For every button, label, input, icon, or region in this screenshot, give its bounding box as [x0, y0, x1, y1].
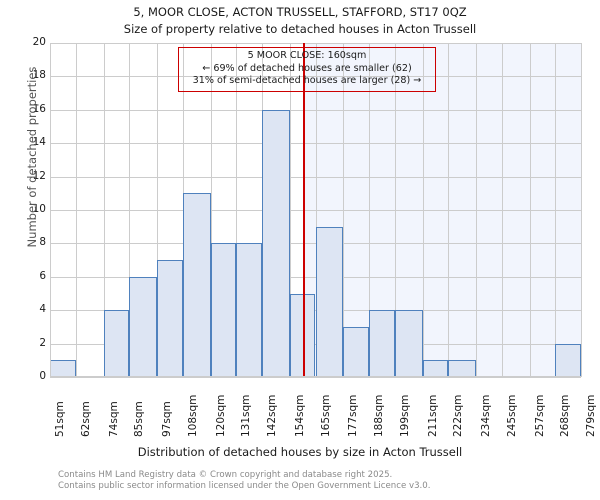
x-axis-tick-label: 245sqm	[505, 394, 518, 437]
x-axis-tick-label: 142sqm	[265, 394, 278, 437]
x-axis-tick-label: 234sqm	[480, 394, 493, 437]
annotation-line-2: ← 69% of detached houses are smaller (62…	[202, 62, 412, 74]
gridline-vertical	[157, 43, 159, 377]
gridline-vertical	[103, 43, 105, 377]
x-axis-tick-label: 154sqm	[293, 394, 306, 437]
gridline-vertical	[448, 43, 450, 377]
gridline-vertical	[210, 43, 212, 377]
x-axis-tick-label: 279sqm	[585, 394, 597, 437]
gridline-vertical	[236, 43, 238, 377]
histogram-bar	[182, 193, 211, 377]
chart-subtitle: Size of property relative to detached ho…	[123, 22, 477, 36]
histogram-bar	[50, 360, 76, 377]
x-axis-tick-label: 199sqm	[398, 394, 411, 437]
plot-area	[50, 43, 582, 378]
x-axis-tick-label: 222sqm	[452, 394, 465, 437]
histogram-bar	[555, 343, 581, 377]
gridline-horizontal	[50, 377, 581, 378]
x-axis-tick-label: 74sqm	[107, 401, 120, 437]
x-axis-tick-label: 211sqm	[426, 394, 439, 437]
property-marker-line	[302, 43, 305, 377]
x-axis-tick-label: 188sqm	[373, 394, 386, 437]
histogram-bar	[315, 226, 344, 377]
gridline-vertical	[422, 43, 424, 377]
gridline-vertical	[315, 43, 317, 377]
x-axis-tick-label: 97sqm	[161, 401, 174, 437]
gridline-vertical	[529, 43, 531, 377]
gridline-vertical	[289, 43, 291, 377]
x-axis-tick-label: 108sqm	[186, 394, 199, 437]
y-axis-tick-label: 10	[32, 203, 46, 215]
histogram-bar	[261, 109, 290, 377]
footer-line-2: Contains public sector information licen…	[58, 481, 431, 491]
x-axis-tick-label: 51sqm	[54, 401, 66, 437]
x-axis-tick-labels: 51sqm 62sqm 74sqm 85sqm 97sqm 108sqm 120sqm 131…	[50, 382, 597, 442]
attribution-footer: Contains HM Land Registry data © Crown c…	[58, 470, 598, 492]
gridline-vertical	[581, 43, 582, 377]
histogram-bar	[103, 310, 130, 377]
footer-line-1: Contains HM Land Registry data © Crown c…	[58, 470, 393, 480]
x-axis-tick-label: 257sqm	[533, 394, 546, 437]
histogram-bar	[289, 293, 316, 377]
gridline-vertical	[369, 43, 371, 377]
y-axis-tick-label: 0	[39, 370, 46, 382]
y-axis-tick-label: 4	[39, 303, 46, 316]
x-axis-tick-label: 177sqm	[347, 394, 360, 437]
histogram-bar	[422, 360, 449, 377]
chart-title-block: 5, MOOR CLOSE, ACTON TRUSSELL, STAFFORD,…	[0, 4, 600, 38]
y-axis-tick-label: 6	[39, 269, 46, 282]
x-axis-title: Distribution of detached houses by size …	[137, 445, 463, 459]
histogram-bar	[448, 360, 477, 377]
annotation-line-3: 31% of semi-detached houses are larger (…	[192, 75, 422, 86]
gridline-vertical	[75, 43, 77, 377]
gridline-vertical	[343, 43, 345, 377]
gridline-vertical	[394, 43, 396, 377]
y-axis-tick-label: 18	[32, 69, 46, 82]
x-axis-tick-label: 165sqm	[319, 394, 332, 437]
y-axis-title: Number of detached properties	[25, 66, 39, 248]
gridline-vertical	[129, 43, 131, 377]
x-axis-tick-label: 131sqm	[240, 394, 253, 437]
x-axis-tick-label: 62sqm	[79, 401, 92, 437]
y-axis-tick-label: 16	[32, 102, 46, 115]
gridline-vertical	[476, 43, 478, 377]
x-axis-tick-label: 120sqm	[214, 394, 227, 437]
histogram-bar	[369, 310, 395, 377]
y-axis-tick-label: 20	[32, 36, 46, 48]
histogram-bar	[210, 243, 237, 377]
y-axis-tick-labels: 0 2 4 6 8 10 12 14 16 18 20	[0, 36, 46, 382]
y-axis-tick-label: 12	[32, 169, 46, 182]
x-axis-tick-label: 85sqm	[133, 401, 146, 437]
y-axis-tick-label: 2	[39, 336, 46, 349]
histogram-bar	[236, 243, 262, 377]
histogram-bar	[129, 276, 158, 377]
page-title: 5, MOOR CLOSE, ACTON TRUSSELL, STAFFORD,…	[133, 5, 467, 19]
annotation-box: 5 MOOR CLOSE: 160sqm ← 69% of detached h…	[178, 47, 436, 92]
annotation-line-1: 5 MOOR CLOSE: 160sqm	[247, 50, 367, 61]
histogram-bar	[157, 260, 183, 377]
x-axis-tick-label: 268sqm	[559, 394, 572, 437]
gridline-vertical	[555, 43, 557, 377]
histogram-bar	[394, 310, 423, 377]
gridline-vertical	[50, 43, 51, 377]
histogram-bar	[343, 326, 370, 377]
y-axis-tick-label: 8	[39, 236, 46, 249]
gridline-vertical	[501, 43, 503, 377]
y-axis-tick-label: 14	[32, 136, 46, 149]
